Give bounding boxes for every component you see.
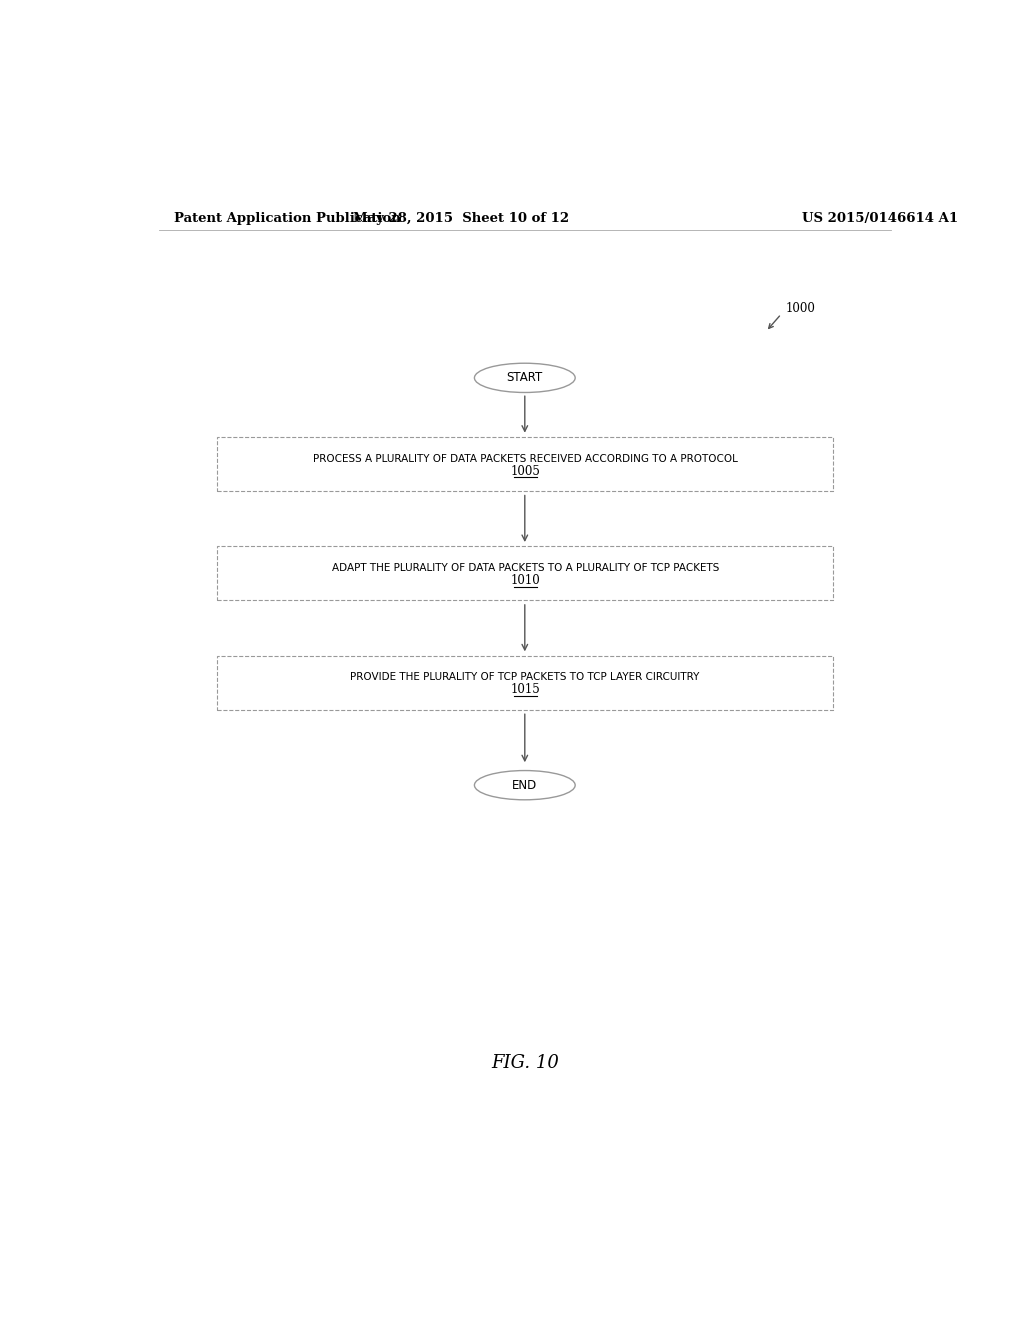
Text: 1005: 1005 [510,465,540,478]
FancyBboxPatch shape [217,656,834,710]
Text: START: START [507,371,543,384]
Text: 1010: 1010 [510,574,540,587]
Text: 1015: 1015 [510,684,540,696]
Text: 1000: 1000 [785,302,815,315]
Ellipse shape [474,771,575,800]
Text: Patent Application Publication: Patent Application Publication [174,213,401,224]
Text: END: END [512,779,538,792]
Text: May 28, 2015  Sheet 10 of 12: May 28, 2015 Sheet 10 of 12 [353,213,569,224]
Ellipse shape [474,363,575,392]
Text: PROCESS A PLURALITY OF DATA PACKETS RECEIVED ACCORDING TO A PROTOCOL: PROCESS A PLURALITY OF DATA PACKETS RECE… [312,454,737,463]
Text: ADAPT THE PLURALITY OF DATA PACKETS TO A PLURALITY OF TCP PACKETS: ADAPT THE PLURALITY OF DATA PACKETS TO A… [332,564,719,573]
Text: PROVIDE THE PLURALITY OF TCP PACKETS TO TCP LAYER CIRCUITRY: PROVIDE THE PLURALITY OF TCP PACKETS TO … [350,672,699,682]
FancyBboxPatch shape [217,437,834,491]
Text: US 2015/0146614 A1: US 2015/0146614 A1 [802,213,958,224]
Text: FIG. 10: FIG. 10 [490,1055,559,1072]
FancyBboxPatch shape [217,546,834,601]
